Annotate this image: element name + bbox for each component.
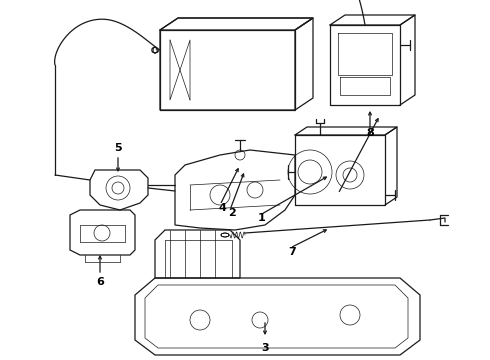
Text: 8: 8 [366,128,374,138]
Text: 2: 2 [228,208,236,218]
Text: 1: 1 [258,213,266,223]
Text: 6: 6 [96,277,104,287]
Text: 7: 7 [288,247,296,257]
Text: 3: 3 [261,343,269,353]
Text: 5: 5 [114,143,122,153]
Text: 4: 4 [218,203,226,213]
